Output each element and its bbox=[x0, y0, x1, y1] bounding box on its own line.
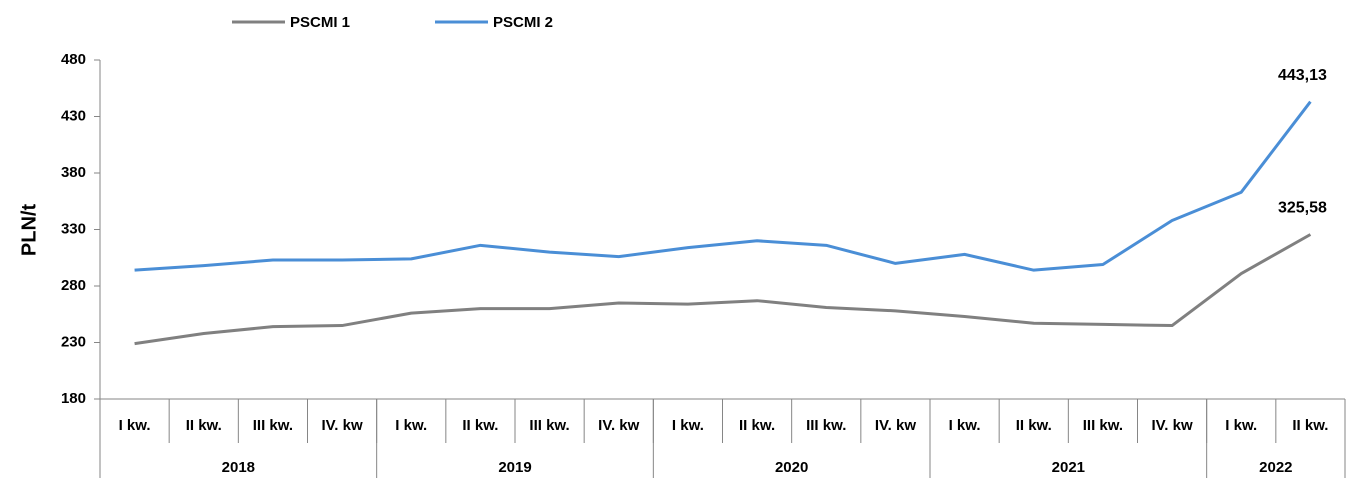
y-tick-label: 330 bbox=[61, 220, 86, 237]
x-tick-label: III kw. bbox=[1083, 417, 1123, 434]
y-tick-label: 430 bbox=[61, 107, 86, 124]
x-tick-label: II kw. bbox=[739, 417, 775, 434]
x-tick-label: II kw. bbox=[186, 417, 222, 434]
series-line bbox=[134, 233, 1312, 346]
legend-label: PSCMI 2 bbox=[493, 14, 553, 31]
x-tick-label: IV. kw bbox=[598, 417, 639, 434]
x-tick-label: I kw. bbox=[395, 417, 427, 434]
legend-label: PSCMI 1 bbox=[290, 14, 350, 31]
x-tick-label: II kw. bbox=[1292, 417, 1328, 434]
group-label: 2019 bbox=[498, 459, 531, 476]
y-tick-label: 280 bbox=[61, 277, 86, 294]
y-tick-label: 180 bbox=[61, 390, 86, 407]
x-tick-label: IV. kw bbox=[1152, 417, 1193, 434]
group-label: 2022 bbox=[1259, 459, 1292, 476]
x-tick-label: III kw. bbox=[529, 417, 569, 434]
group-label: 2021 bbox=[1052, 459, 1085, 476]
y-tick-label: 480 bbox=[61, 51, 86, 68]
x-tick-label: I kw. bbox=[119, 417, 151, 434]
y-tick-label: 380 bbox=[61, 164, 86, 181]
x-tick-label: IV. kw bbox=[875, 417, 916, 434]
group-label: 2020 bbox=[775, 459, 808, 476]
y-tick-label: 230 bbox=[61, 333, 86, 350]
data-label: 325,58 bbox=[1278, 200, 1327, 217]
series-line bbox=[134, 100, 1312, 272]
x-tick-label: I kw. bbox=[949, 417, 981, 434]
x-tick-label: II kw. bbox=[1016, 417, 1052, 434]
x-tick-label: III kw. bbox=[253, 417, 293, 434]
x-tick-label: I kw. bbox=[672, 417, 704, 434]
x-tick-label: II kw. bbox=[462, 417, 498, 434]
data-label: 443,13 bbox=[1278, 67, 1327, 84]
x-tick-label: IV. kw bbox=[322, 417, 363, 434]
group-label: 2018 bbox=[222, 459, 255, 476]
x-tick-label: III kw. bbox=[806, 417, 846, 434]
y-axis-label: PLN/t bbox=[18, 204, 40, 257]
x-tick-label: I kw. bbox=[1225, 417, 1257, 434]
